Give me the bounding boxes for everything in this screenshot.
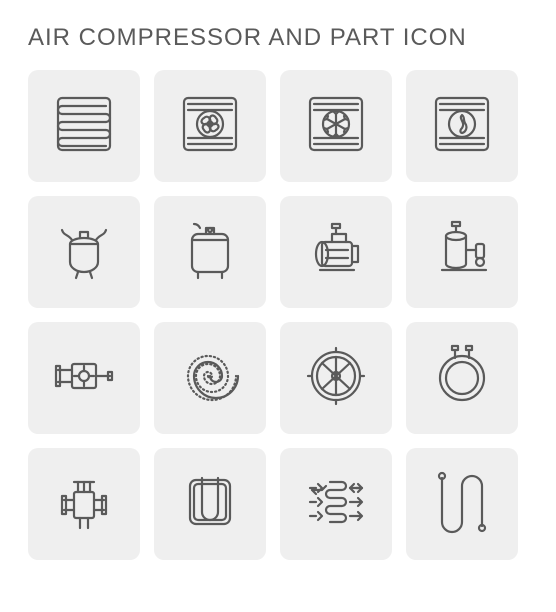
pressure-tank-icon bbox=[44, 210, 124, 295]
condenser-coil-icon bbox=[44, 84, 124, 169]
tile-tube-loop bbox=[406, 448, 518, 560]
expansion-valve-icon bbox=[44, 462, 124, 547]
coil-heating-icon bbox=[422, 84, 502, 169]
tile-coil-heating bbox=[406, 70, 518, 182]
tile-ring-pipe bbox=[406, 322, 518, 434]
coil-fan-icon bbox=[170, 84, 250, 169]
tile-compressor-motor bbox=[280, 196, 392, 308]
compressor-unit-icon bbox=[422, 210, 502, 295]
tile-damper-wheel bbox=[280, 322, 392, 434]
coil-cooling-icon bbox=[296, 84, 376, 169]
compressor-tank-icon bbox=[170, 210, 250, 295]
ring-pipe-icon bbox=[422, 336, 502, 421]
spiral-element-icon bbox=[170, 336, 250, 421]
tile-compressor-unit bbox=[406, 196, 518, 308]
page-title: AIR COMPRESSOR AND PART ICON bbox=[28, 24, 528, 52]
tile-condenser-coil bbox=[28, 70, 140, 182]
tube-loop-icon bbox=[422, 462, 502, 547]
icon-grid bbox=[28, 70, 528, 560]
tile-pressure-tank bbox=[28, 196, 140, 308]
tile-heat-exchanger bbox=[154, 448, 266, 560]
tile-expansion-valve bbox=[28, 448, 140, 560]
tile-coil-fan bbox=[154, 70, 266, 182]
tile-spiral-element bbox=[154, 322, 266, 434]
damper-wheel-icon bbox=[296, 336, 376, 421]
tile-compressor-tank bbox=[154, 196, 266, 308]
tile-airflow-coil bbox=[280, 448, 392, 560]
tile-valve-block bbox=[28, 322, 140, 434]
valve-block-icon bbox=[44, 336, 124, 421]
heat-exchanger-icon bbox=[170, 462, 250, 547]
tile-coil-cooling bbox=[280, 70, 392, 182]
compressor-motor-icon bbox=[296, 210, 376, 295]
airflow-coil-icon bbox=[296, 462, 376, 547]
